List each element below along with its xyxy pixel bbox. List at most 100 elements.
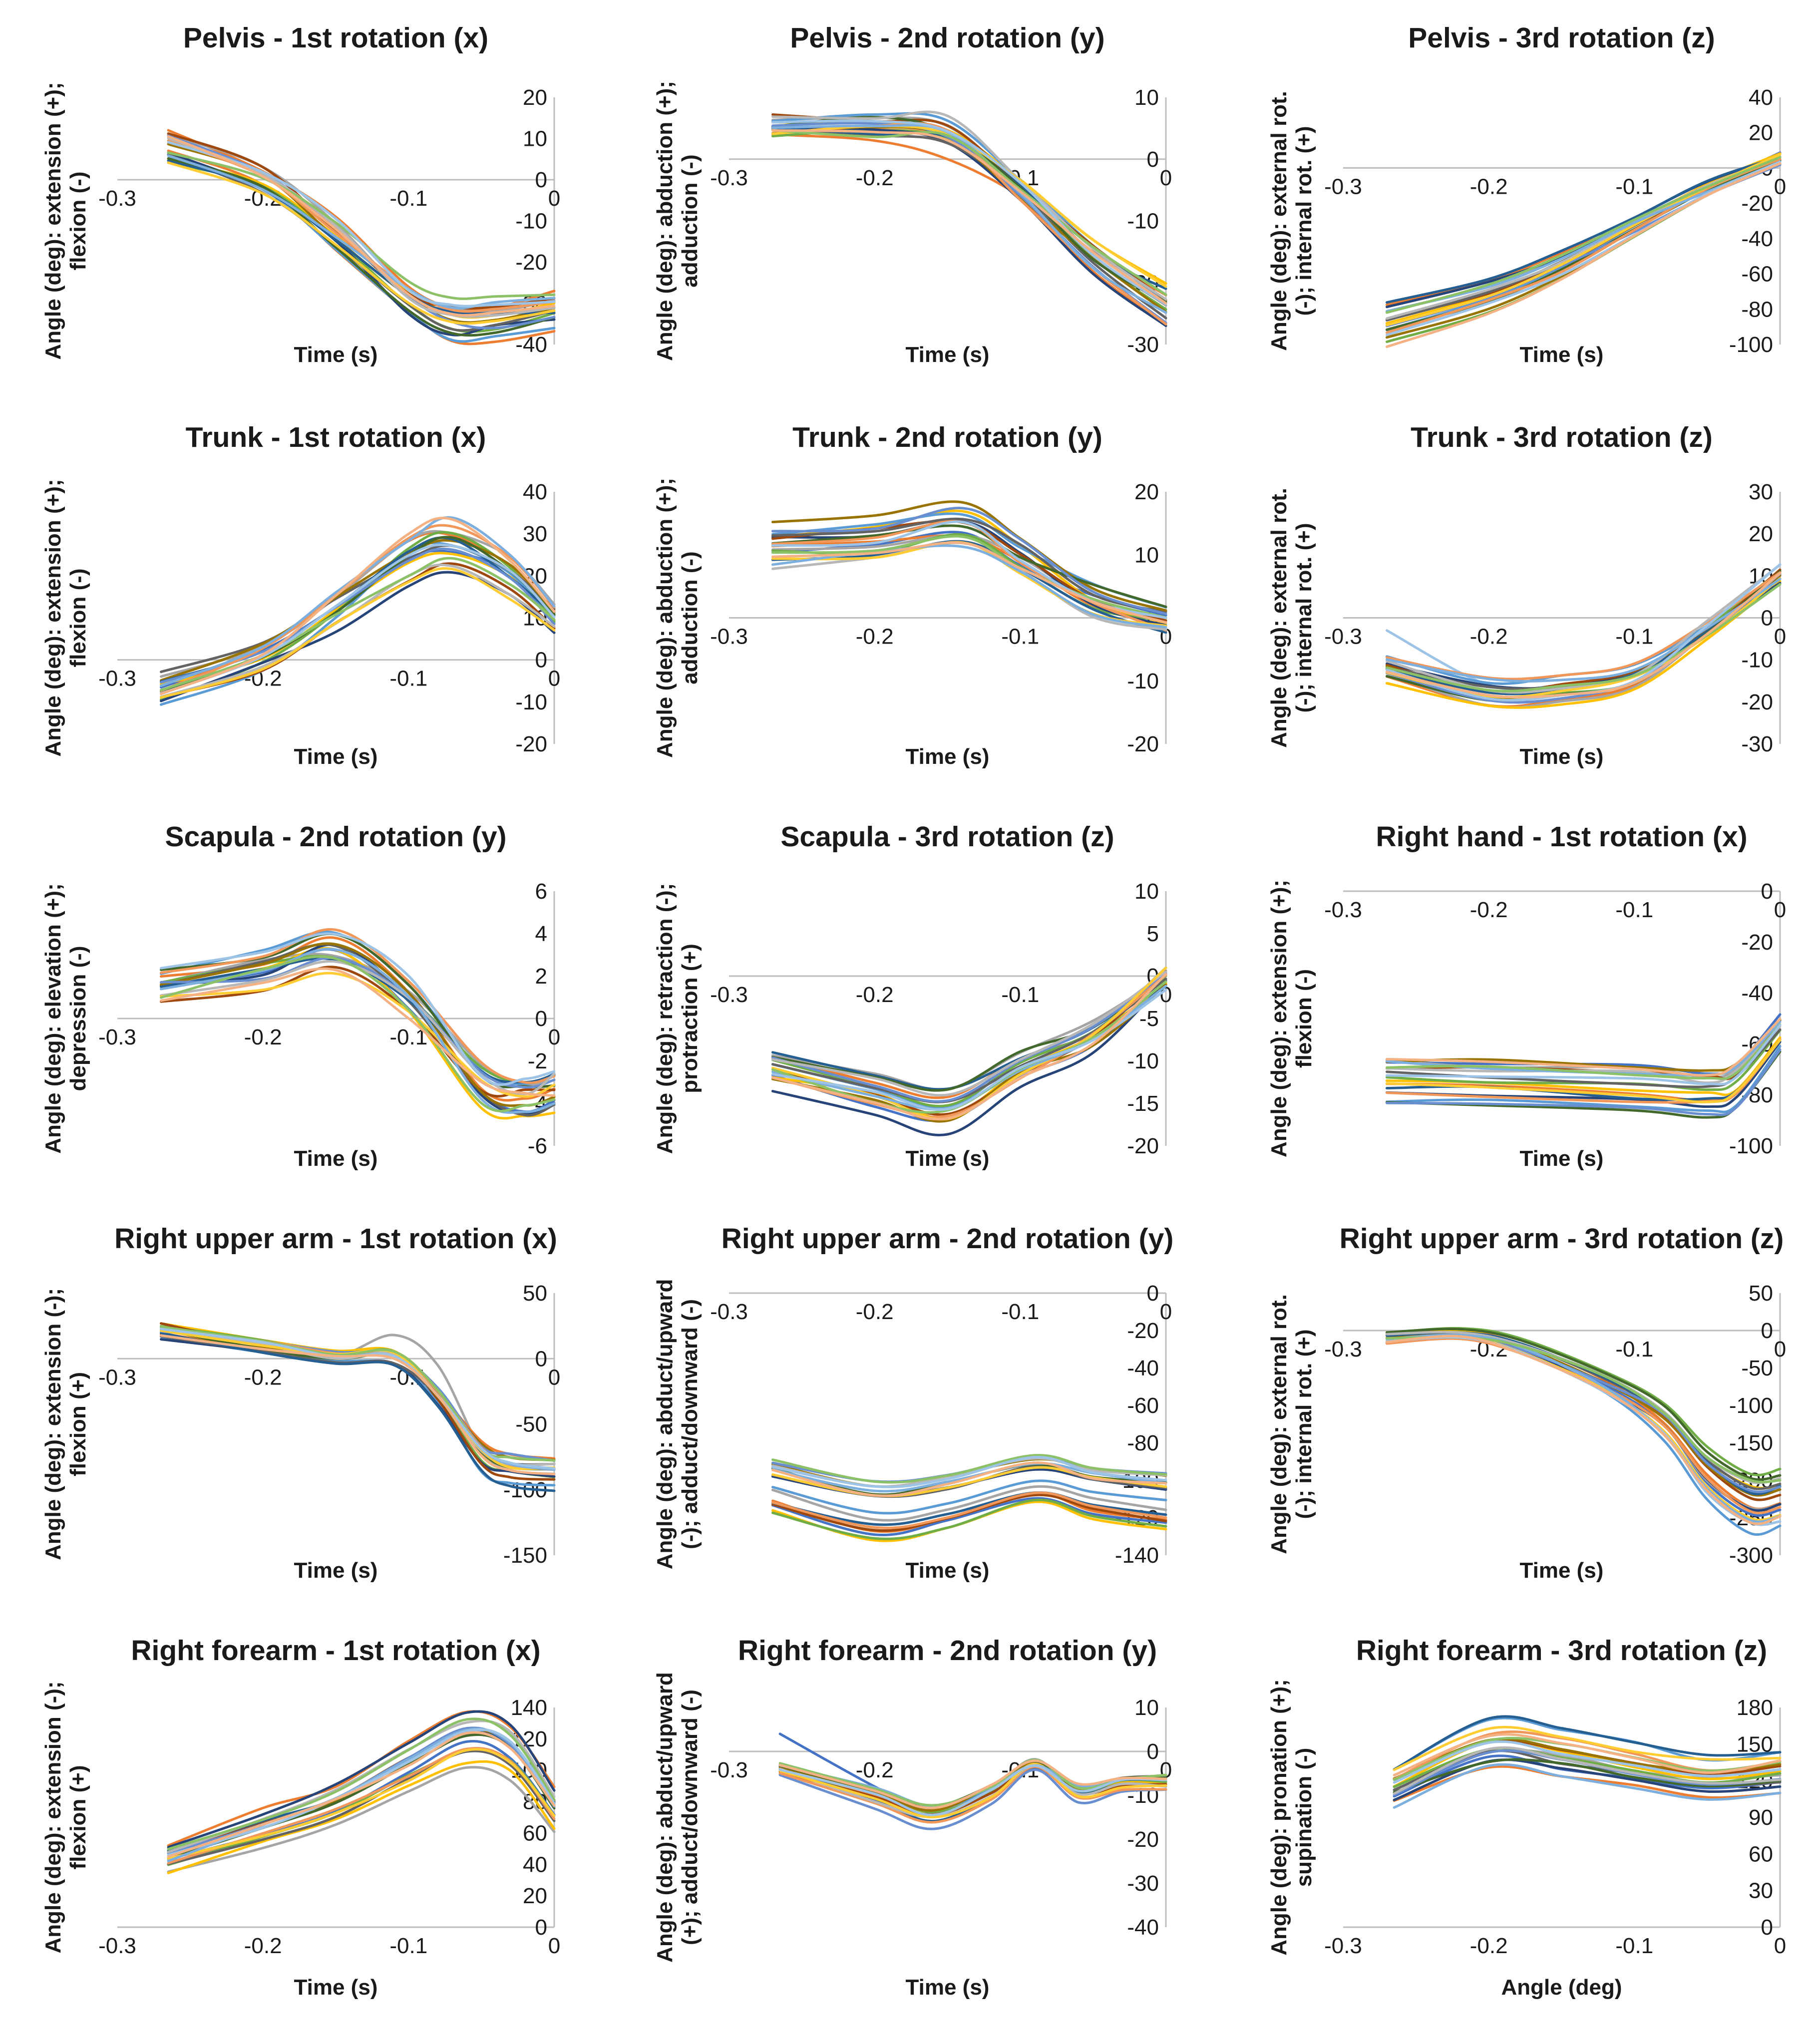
y-axis-label: Angle (deg): elevation (+);depression (-… bbox=[41, 883, 90, 1153]
y-tick-label: 0 bbox=[535, 1007, 547, 1031]
series-line bbox=[160, 1328, 556, 1470]
x-tick-label: -0.2 bbox=[856, 166, 894, 190]
chart-title: Right hand - 1st rotation (x) bbox=[1376, 821, 1747, 853]
series-line bbox=[771, 541, 1167, 624]
series-line bbox=[1386, 1048, 1782, 1116]
series-line bbox=[1386, 1329, 1782, 1510]
x-tick-label: 0 bbox=[548, 1934, 560, 1958]
y-axis-label: Angle (deg): abduct/upward(+); adduct/do… bbox=[653, 1672, 702, 1963]
series-line bbox=[1393, 1733, 1782, 1776]
x-tick-label: -0.3 bbox=[1324, 625, 1362, 649]
x-tick-label: 0 bbox=[548, 1365, 560, 1389]
y-tick-label: 0 bbox=[535, 168, 547, 192]
y-tick-label: -60 bbox=[1127, 1393, 1159, 1418]
y-tick-label: 0 bbox=[535, 648, 547, 673]
y-tick-label: 40 bbox=[1749, 85, 1773, 110]
series-line bbox=[1386, 1331, 1782, 1484]
y-tick-label: 30 bbox=[1749, 1879, 1773, 1903]
series-line bbox=[160, 517, 556, 695]
y-tick-label: 180 bbox=[1737, 1696, 1773, 1720]
series-line bbox=[167, 161, 556, 325]
chart-title: Right forearm - 2nd rotation (y) bbox=[738, 1635, 1157, 1667]
y-tick-label: -5 bbox=[1139, 1007, 1159, 1031]
chart-4: Trunk - 1st rotation (x)-0.3 -0.2 -0.1 0403… bbox=[41, 421, 560, 769]
y-tick-label: 60 bbox=[1749, 1842, 1773, 1866]
x-tick-label: 0 bbox=[1160, 166, 1172, 190]
x-tick-label: -0.3 bbox=[1324, 174, 1362, 199]
chart-title: Right forearm - 3rd rotation (z) bbox=[1356, 1635, 1767, 1667]
y-tick-label: -300 bbox=[1729, 1543, 1773, 1568]
series-line bbox=[1386, 1024, 1782, 1084]
y-axis-label: Angle (deg): abduction (+);adduction (-) bbox=[653, 478, 702, 758]
y-tick-label: -20 bbox=[1127, 1134, 1159, 1158]
y-tick-label: -150 bbox=[1729, 1431, 1773, 1455]
series-line bbox=[771, 972, 1167, 1103]
x-tick-label: -0.2 bbox=[244, 1365, 282, 1389]
y-tick-label: -20 bbox=[1127, 1827, 1159, 1852]
y-tick-label: -10 bbox=[1127, 1049, 1159, 1073]
series-line bbox=[1393, 1758, 1782, 1794]
y-tick-label: -40 bbox=[1127, 1915, 1159, 1940]
x-axis-label: Time (s) bbox=[1520, 1558, 1604, 1583]
x-tick-label: -0.1 bbox=[1615, 1337, 1653, 1362]
x-tick-label: -0.1 bbox=[1001, 1300, 1039, 1324]
y-tick-label: 10 bbox=[1134, 85, 1159, 110]
chart-title: Right upper arm - 2nd rotation (y) bbox=[722, 1223, 1174, 1255]
series-line bbox=[167, 1760, 556, 1874]
series-line bbox=[1386, 160, 1782, 337]
series-line bbox=[1393, 1725, 1782, 1771]
chart-title: Pelvis - 3rd rotation (z) bbox=[1408, 22, 1715, 54]
chart-7: Scapula - 2nd rotation (y)-0.3 -0.2 -0.1 06… bbox=[41, 821, 560, 1171]
chart-title: Pelvis - 1st rotation (x) bbox=[183, 22, 488, 54]
x-tick-label: 0 bbox=[548, 186, 560, 211]
x-axis-label: Time (s) bbox=[294, 1558, 378, 1583]
y-axis-label: Angle (deg): extension (+);flexion (-) bbox=[41, 479, 90, 756]
x-axis-label: Time (s) bbox=[906, 342, 990, 367]
series-line bbox=[1386, 1019, 1782, 1079]
y-tick-label: 0 bbox=[1761, 1915, 1773, 1940]
x-tick-label: -0.3 bbox=[98, 1934, 136, 1958]
series-line bbox=[167, 1710, 556, 1849]
y-tick-label: -30 bbox=[1127, 1871, 1159, 1896]
series-line bbox=[1386, 578, 1782, 683]
x-axis-label: Time (s) bbox=[294, 1975, 378, 2000]
y-axis-label: Angle (deg): abduction (+);adduction (-) bbox=[653, 81, 702, 361]
y-tick-label: 0 bbox=[1147, 1739, 1159, 1764]
chart-title: Scapula - 3rd rotation (z) bbox=[780, 821, 1114, 853]
x-tick-label: -0.2 bbox=[1470, 1934, 1508, 1958]
chart-2: Pelvis - 2nd rotation (y)-0.3 -0.2 -0.1 010… bbox=[653, 22, 1172, 367]
x-tick-label: -0.2 bbox=[244, 1934, 282, 1958]
y-tick-label: 2 bbox=[535, 964, 547, 989]
series-line bbox=[160, 1329, 556, 1470]
y-tick-label: -80 bbox=[1741, 297, 1773, 322]
series-line bbox=[160, 955, 556, 1112]
series-line bbox=[771, 535, 1167, 619]
y-axis-label: Angle (deg): abduct/upward(-); adduct/do… bbox=[653, 1279, 702, 1570]
series-line bbox=[778, 1765, 1167, 1824]
y-axis-label: Angle (deg): retraction (-);protraction … bbox=[653, 883, 702, 1154]
series-line bbox=[1386, 1327, 1782, 1476]
y-tick-label: -20 bbox=[1741, 930, 1773, 955]
series-line bbox=[771, 540, 1167, 634]
x-tick-label: -0.2 bbox=[856, 983, 894, 1007]
y-tick-label: 20 bbox=[1749, 121, 1773, 145]
y-tick-label: -100 bbox=[1729, 1134, 1773, 1158]
y-tick-label: 30 bbox=[1749, 480, 1773, 504]
series-line bbox=[1386, 1329, 1782, 1490]
series-line bbox=[1386, 1336, 1782, 1483]
series-line bbox=[771, 517, 1167, 614]
series-line bbox=[160, 543, 556, 695]
series-line bbox=[167, 141, 556, 308]
x-axis-label: Time (s) bbox=[1520, 342, 1604, 367]
series-line bbox=[771, 507, 1167, 615]
x-tick-label: -0.2 bbox=[244, 1025, 282, 1049]
y-tick-label: 0 bbox=[1147, 1281, 1159, 1306]
series-line bbox=[1393, 1746, 1782, 1795]
y-axis-label: Angle (deg): external rot.(-); internal … bbox=[1267, 1294, 1316, 1554]
y-tick-label: -20 bbox=[1127, 1319, 1159, 1343]
y-tick-label: 40 bbox=[523, 480, 547, 504]
series-line bbox=[1386, 580, 1782, 709]
y-tick-label: 10 bbox=[523, 127, 547, 151]
series-line bbox=[160, 928, 556, 1084]
chart-title: Trunk - 1st rotation (x) bbox=[186, 421, 486, 453]
